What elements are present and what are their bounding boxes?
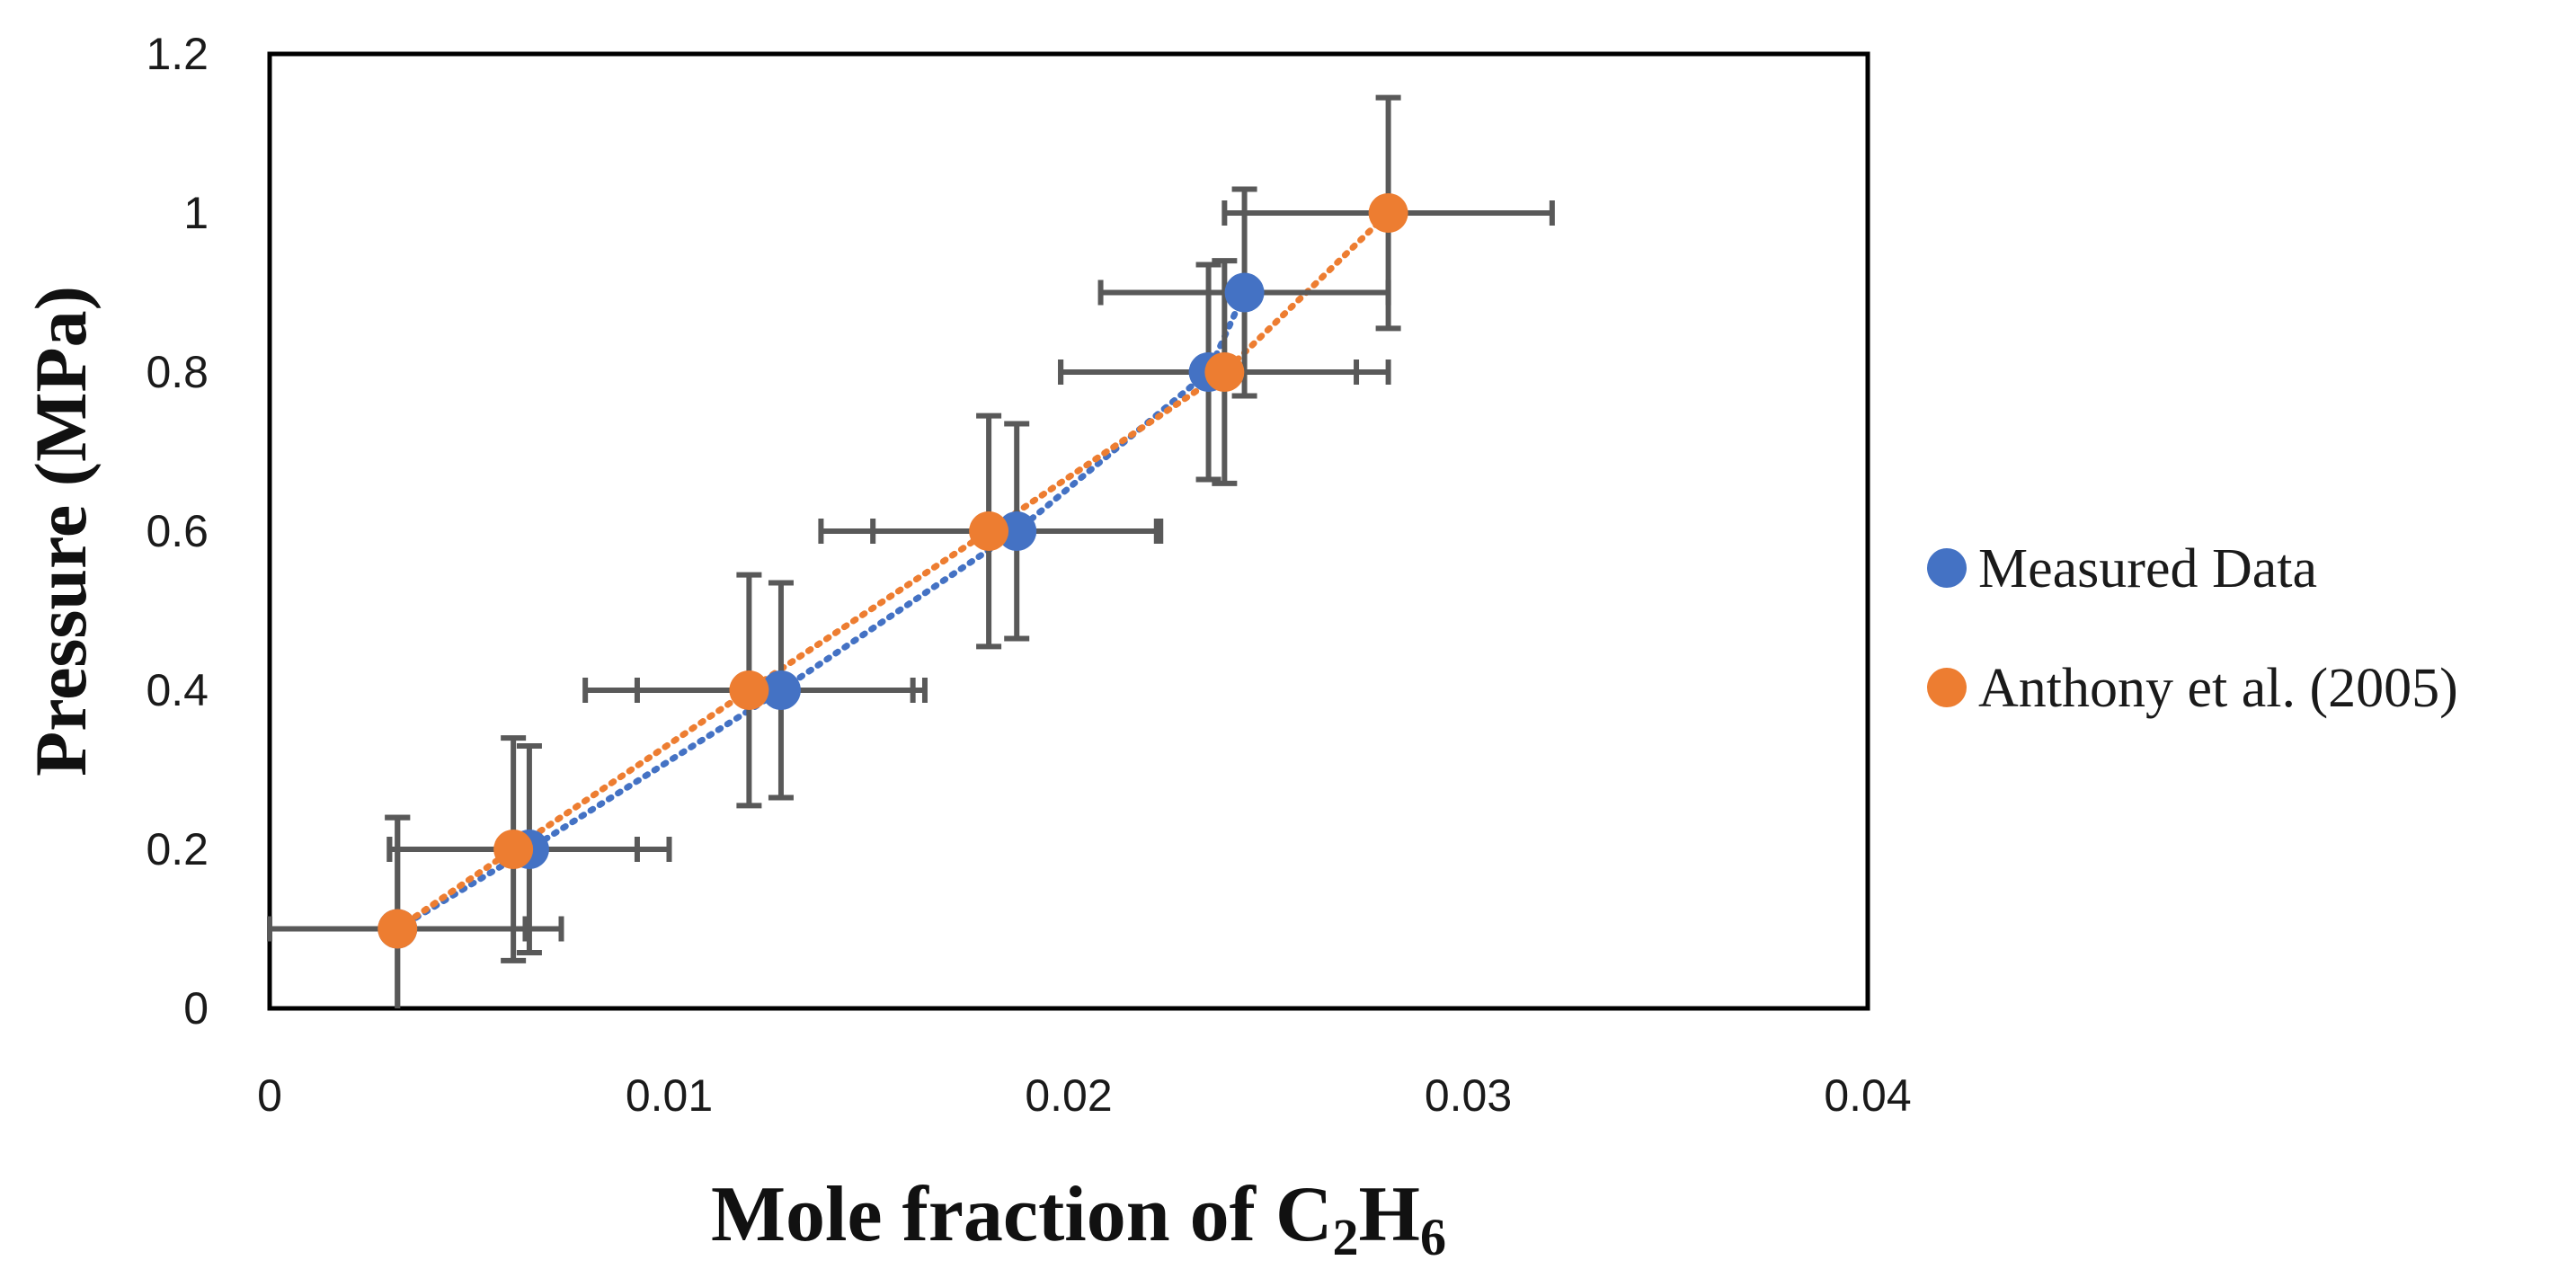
data-point-series-0 [1224, 272, 1265, 313]
x-tick-label: 0.04 [1824, 1070, 1911, 1121]
x-tick-label: 0.03 [1425, 1070, 1512, 1121]
legend-marker-anthony [1927, 668, 1967, 707]
data-point-series-1 [378, 909, 418, 949]
data-point-series-1 [969, 511, 1009, 551]
y-tick-label: 1.2 [146, 29, 209, 79]
x-axis-ticks: 0 0.01 0.02 0.03 0.04 [257, 1070, 1912, 1121]
x-axis-title-sub-1: 2 [1333, 1208, 1359, 1266]
y-tick-label: 0.8 [146, 347, 209, 397]
y-tick-label: 0.4 [146, 665, 209, 715]
y-axis-title: Pressure (MPa) [20, 286, 102, 777]
data-point-series-1 [493, 830, 534, 869]
data-point-series-1 [1204, 352, 1245, 392]
data-point-series-0 [997, 511, 1037, 551]
y-tick-label: 0 [183, 983, 209, 1034]
legend-label-measured: Measured Data [1978, 538, 2317, 599]
y-tick-label: 0.2 [146, 824, 209, 874]
y-tick-label: 1 [183, 188, 209, 238]
x-axis-title-main: Mole fraction of C [711, 1171, 1333, 1258]
x-axis-title-sub-2: 6 [1420, 1208, 1446, 1266]
x-tick-label: 0.02 [1025, 1070, 1112, 1121]
y-tick-label: 0.6 [146, 506, 209, 556]
data-point-series-0 [760, 670, 801, 710]
x-axis-title: Mole fraction of C2H6 [711, 1171, 1446, 1266]
data-point-series-1 [729, 670, 769, 710]
x-axis-title-mid: H [1359, 1171, 1420, 1258]
legend: Measured Data Anthony et al. (2005) [1927, 538, 2458, 719]
trendline-series-1 [394, 209, 1392, 932]
legend-label-anthony: Anthony et al. (2005) [1978, 658, 2458, 719]
legend-marker-measured [1927, 548, 1967, 588]
x-tick-label: 0 [257, 1070, 282, 1121]
data-markers [378, 193, 1408, 949]
x-tick-label: 0.01 [626, 1070, 713, 1121]
data-point-series-1 [1368, 193, 1408, 233]
y-axis-ticks: 0 0.2 0.4 0.6 0.8 1 1.2 [146, 29, 209, 1034]
